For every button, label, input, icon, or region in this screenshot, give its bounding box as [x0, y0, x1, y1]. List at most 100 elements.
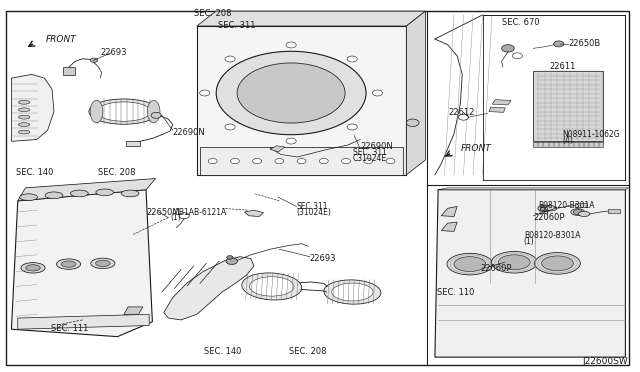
Circle shape [226, 258, 237, 264]
Text: 22650B: 22650B [568, 39, 600, 48]
Ellipse shape [19, 130, 30, 134]
Text: SEC. 140: SEC. 140 [204, 347, 242, 356]
Text: 22693: 22693 [100, 48, 127, 57]
Text: SEC. 670: SEC. 670 [502, 18, 540, 27]
Text: SEC. 110: SEC. 110 [437, 288, 474, 296]
Polygon shape [270, 146, 285, 152]
Ellipse shape [147, 100, 160, 123]
Circle shape [253, 158, 262, 164]
Ellipse shape [95, 100, 152, 123]
Circle shape [347, 124, 357, 130]
Text: SEC. 140: SEC. 140 [16, 169, 53, 177]
Circle shape [502, 45, 515, 52]
Ellipse shape [447, 253, 493, 275]
Text: SEC. 311: SEC. 311 [218, 21, 255, 30]
Text: SEC. 208: SEC. 208 [99, 169, 136, 177]
Polygon shape [489, 107, 506, 112]
Ellipse shape [91, 258, 115, 269]
Text: N08911-1062G: N08911-1062G [563, 130, 620, 139]
Circle shape [386, 158, 395, 164]
Text: C31024E: C31024E [353, 154, 387, 163]
Ellipse shape [121, 190, 139, 197]
Circle shape [179, 213, 189, 219]
Text: (4): (4) [563, 136, 573, 145]
Ellipse shape [90, 100, 103, 123]
Text: J22600SW: J22600SW [583, 357, 628, 366]
Polygon shape [435, 190, 625, 357]
Text: SEC. 111: SEC. 111 [51, 324, 88, 333]
Text: 22650M: 22650M [146, 208, 180, 217]
Ellipse shape [19, 123, 30, 126]
Text: (3): (3) [538, 207, 549, 216]
Ellipse shape [545, 206, 557, 211]
Ellipse shape [499, 255, 530, 270]
Polygon shape [441, 206, 457, 217]
Circle shape [458, 114, 468, 120]
Circle shape [90, 58, 98, 62]
Bar [533, 71, 603, 141]
Circle shape [286, 138, 296, 144]
Text: (1): (1) [524, 237, 534, 246]
Text: SEC. 208: SEC. 208 [289, 347, 326, 356]
Circle shape [342, 158, 351, 164]
Ellipse shape [541, 256, 573, 271]
Ellipse shape [571, 209, 585, 215]
Polygon shape [244, 210, 264, 217]
Text: B08120-B301A: B08120-B301A [524, 231, 580, 240]
Ellipse shape [96, 189, 114, 196]
Bar [125, 141, 140, 146]
Text: FRONT: FRONT [45, 35, 76, 44]
Circle shape [372, 90, 383, 96]
Ellipse shape [21, 263, 45, 273]
Text: 22060P: 22060P [533, 213, 565, 222]
Polygon shape [12, 190, 152, 337]
Ellipse shape [332, 283, 373, 301]
Circle shape [208, 158, 217, 164]
Polygon shape [200, 147, 403, 175]
Text: 0B1AB-6121A: 0B1AB-6121A [175, 208, 227, 217]
Text: B08120-B301A: B08120-B301A [538, 201, 595, 210]
Ellipse shape [19, 108, 30, 112]
Ellipse shape [97, 102, 151, 121]
Text: SEC.311: SEC.311 [296, 202, 328, 211]
Bar [533, 142, 603, 147]
Polygon shape [438, 188, 628, 190]
Circle shape [297, 158, 306, 164]
Text: 22690N: 22690N [360, 142, 394, 151]
Ellipse shape [70, 190, 88, 197]
Circle shape [225, 56, 235, 62]
Text: 22693: 22693 [310, 254, 337, 263]
Ellipse shape [61, 261, 76, 267]
Bar [608, 209, 620, 213]
Ellipse shape [250, 277, 294, 296]
Text: SEC. 311: SEC. 311 [353, 148, 387, 157]
Ellipse shape [492, 251, 537, 273]
Ellipse shape [20, 194, 38, 201]
Polygon shape [492, 100, 511, 105]
Circle shape [540, 206, 549, 211]
Polygon shape [197, 26, 406, 175]
Circle shape [230, 158, 239, 164]
Polygon shape [18, 179, 156, 201]
Ellipse shape [579, 211, 590, 217]
Circle shape [347, 56, 357, 62]
Ellipse shape [454, 257, 486, 272]
Circle shape [225, 124, 235, 130]
Bar [575, 203, 587, 207]
Polygon shape [18, 314, 149, 329]
Bar [63, 67, 75, 75]
Text: FRONT: FRONT [461, 144, 492, 153]
Ellipse shape [19, 100, 30, 104]
Ellipse shape [26, 265, 40, 271]
Circle shape [573, 209, 582, 215]
Polygon shape [406, 11, 426, 175]
Polygon shape [124, 307, 143, 314]
Polygon shape [164, 257, 254, 320]
Ellipse shape [56, 259, 81, 269]
Circle shape [406, 119, 419, 126]
Text: 22611: 22611 [550, 62, 576, 71]
Text: (1): (1) [171, 214, 182, 222]
Ellipse shape [89, 99, 159, 124]
Circle shape [364, 158, 372, 164]
Circle shape [227, 256, 233, 259]
